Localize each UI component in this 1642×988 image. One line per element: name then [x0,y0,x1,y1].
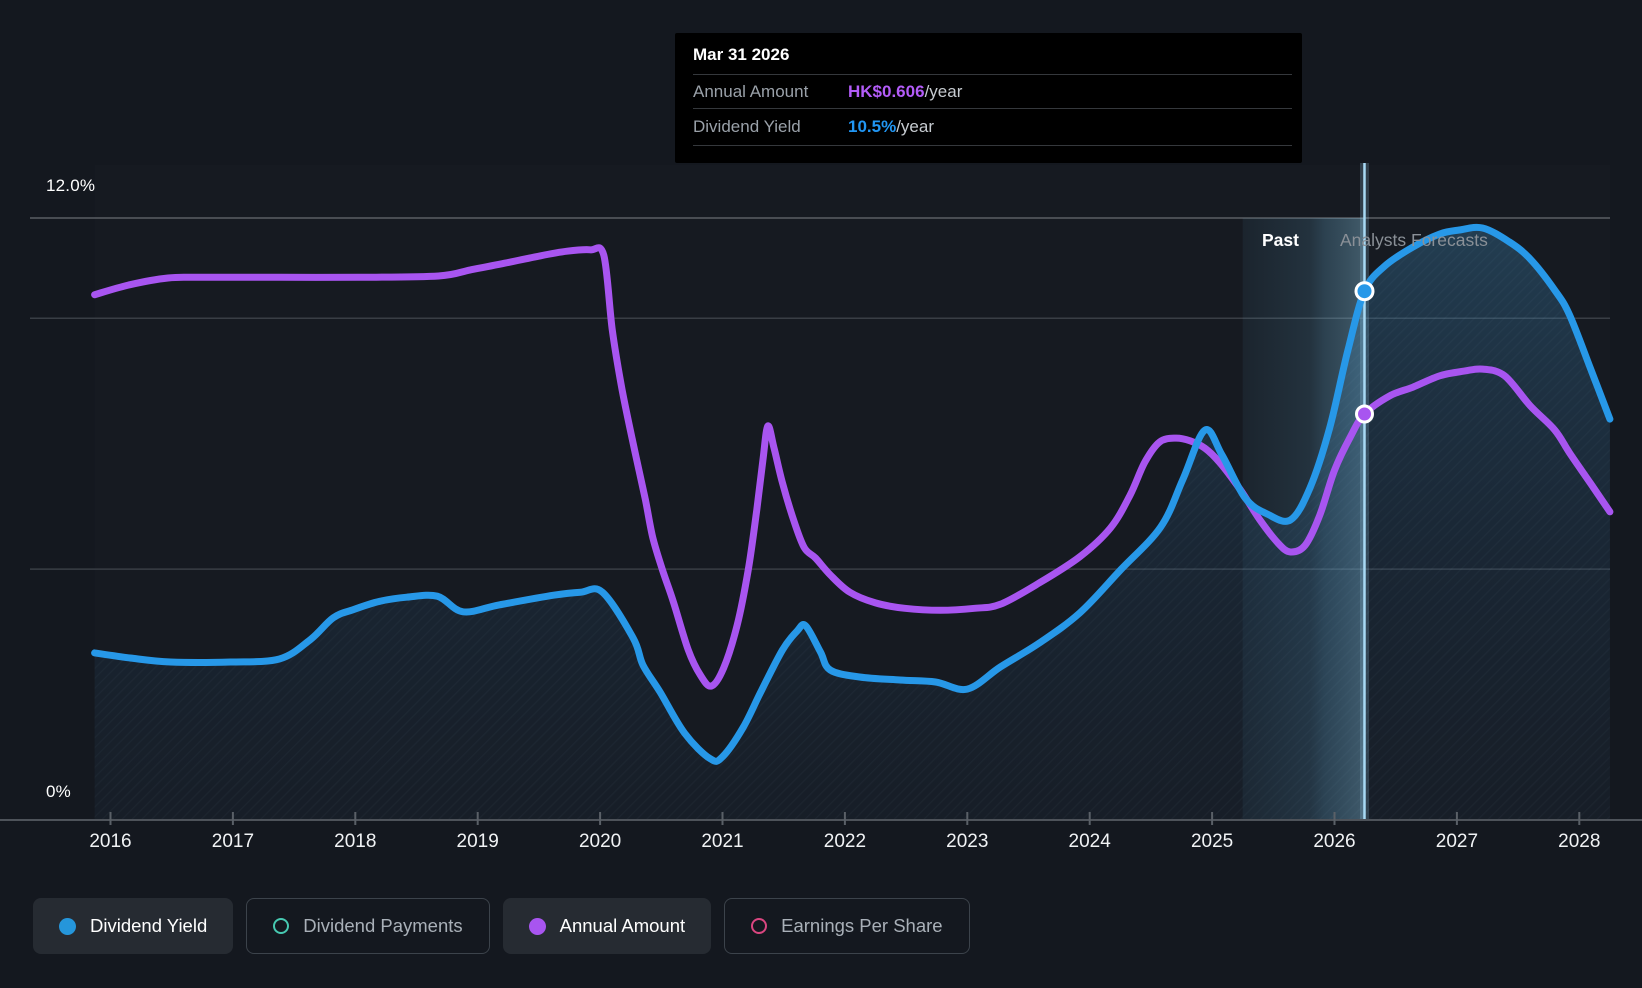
tooltip-rows: Annual Amount HK$0.606/year Dividend Yield… [693,74,1292,146]
legend-button-annual-amount[interactable]: Annual Amount [502,898,712,954]
x-axis-label-2022: 2022 [823,831,867,852]
legend-label: Dividend Payments [303,915,463,936]
tooltip-row-label: Dividend Yield [693,117,801,136]
tooltip-row-suffix: /year [924,81,963,101]
legend-label: Annual Amount [559,915,686,936]
annual_amount-marker[interactable] [1355,404,1374,424]
outline-circle-icon [751,918,768,934]
annual-amount-line [91,244,1614,690]
legend-button-dividend-yield[interactable]: Dividend Yield [33,898,234,954]
tooltip-row-label: Annual Amount [693,81,809,101]
analysts-forecasts-phase-label: Analysts Forecasts [1340,230,1488,250]
past-phase-label: Past [1262,230,1299,250]
x-axis-label-2018: 2018 [334,831,377,852]
x-axis-label-2023: 2023 [946,831,989,852]
y-axis-zero-label: 0% [46,782,71,801]
dividend_yield-marker[interactable] [1354,281,1375,302]
x-axis-label-2019: 2019 [456,831,499,852]
chart-tooltip: Mar 31 2026 Annual Amount HK$0.606/year Di… [675,33,1302,163]
chart-legend: Dividend Yield Dividend Payments Annual Am… [33,898,970,954]
tooltip-row-value: 10.5% [848,117,897,136]
x-axis-label-2027: 2027 [1435,831,1479,852]
x-axis-label-2021: 2021 [701,831,744,852]
x-axis-label-2017: 2017 [211,831,255,852]
tooltip-row-value: HK$0.606 [848,81,925,101]
legend-label: Dividend Yield [90,915,208,936]
outline-circle-icon [273,918,290,934]
dividend-yield-area-hatch [94,227,1610,821]
tooltip-row: Annual Amount HK$0.606/year [693,74,1292,108]
x-axis-label-2020: 2020 [578,831,622,852]
tooltip-date: Mar 31 2026 [693,45,790,64]
x-axis-label-2025: 2025 [1190,831,1234,852]
x-axis-label-2016: 2016 [89,831,132,852]
legend-button-earnings-per-share[interactable]: Earnings Per Share [724,898,970,954]
filled-dot-icon [528,917,546,935]
tooltip-row: Dividend Yield 10.5%/year [693,108,1292,146]
x-axis-label-2028: 2028 [1558,831,1601,852]
tooltip-row-suffix: /year [896,117,934,136]
legend-label: Earnings Per Share [781,915,943,936]
y-axis-max-label: 12.0% [46,176,96,195]
dividend-yield-line [91,223,1614,765]
x-axis-label-2024: 2024 [1068,831,1111,852]
x-axis-label-2026: 2026 [1313,831,1356,852]
legend-button-dividend-payments[interactable]: Dividend Payments [246,898,490,954]
filled-dot-icon [59,917,76,935]
